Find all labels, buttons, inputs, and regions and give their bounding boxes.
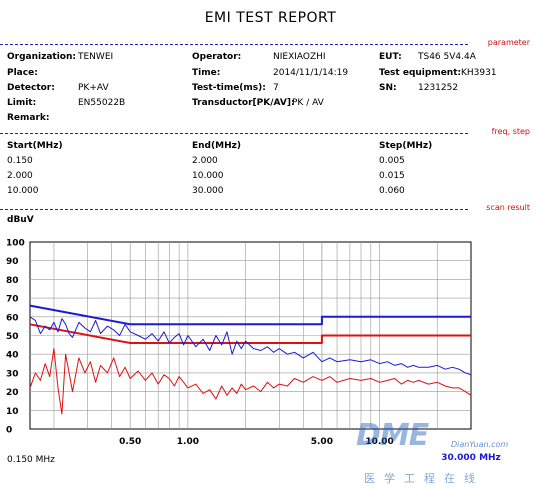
freq-step-header: Step(MHz) — [379, 141, 433, 151]
y-tick-label: 30 — [6, 369, 19, 379]
freq-end-header: End(MHz) — [192, 141, 241, 151]
y-tick-label: 10 — [6, 407, 19, 417]
section-parameter-header: parameter — [0, 38, 530, 49]
transductor-value: PK / AV — [292, 98, 324, 108]
detector-label: Detector: — [7, 83, 55, 93]
x-end-label: 30.000 MHz — [441, 453, 501, 463]
x-tick-label: 1.00 — [177, 437, 199, 447]
x-tick-label: 5.00 — [311, 437, 333, 447]
eut-label: EUT: — [379, 52, 402, 62]
watermark-tagline: 医学工程在线 — [364, 472, 484, 485]
detector-value: PK+AV — [78, 83, 109, 93]
trace-av — [29, 348, 472, 415]
organization-label: Organization: — [7, 52, 76, 62]
remark-label: Remark: — [7, 113, 50, 123]
y-tick-label: 0 — [6, 426, 12, 436]
sn-label: SN: — [379, 83, 397, 93]
section-scan-result-header: scan result — [0, 203, 530, 214]
y-tick-label: 90 — [6, 257, 19, 267]
freq-row-start: 2.000 — [7, 171, 33, 181]
watermark-logo: DME — [356, 418, 429, 453]
freq-row-start: 10.000 — [7, 186, 39, 196]
y-tick-label: 50 — [6, 332, 19, 342]
test-equipment-value: KH3931 — [461, 68, 497, 78]
freq-row-step: 0.015 — [379, 171, 405, 181]
eut-value: TS46 5V4.4A — [418, 52, 476, 62]
report-title: EMI TEST REPORT — [204, 10, 337, 26]
y-tick-label: 80 — [6, 276, 19, 286]
section-freq-step-header: freq, step — [0, 127, 530, 138]
sn-value: 1231252 — [418, 83, 459, 93]
test-time-label: Test-time(ms): — [192, 83, 266, 93]
section-freq-step-label: freq, step — [491, 127, 530, 136]
test-time-value: 7 — [273, 83, 279, 93]
y-tick-label: 70 — [6, 295, 19, 305]
operator-value: NIEXIAOZHI — [273, 52, 326, 62]
trace-pk — [29, 316, 472, 376]
freq-start-header: Start(MHz) — [7, 141, 63, 151]
operator-label: Operator: — [192, 52, 242, 62]
x-tick-label: 10.00 — [365, 437, 393, 447]
freq-row-step: 0.005 — [379, 156, 405, 166]
x-tick-label: 0.50 — [119, 437, 141, 447]
place-label: Place: — [7, 68, 38, 78]
freq-row-end: 10.000 — [192, 171, 224, 181]
y-tick-label: 20 — [6, 388, 19, 398]
limit-value: EN55022B — [78, 98, 126, 108]
y-axis-label: dBuV — [7, 215, 34, 225]
section-divider — [0, 209, 468, 210]
time-label: Time: — [192, 68, 221, 78]
limit-label: Limit: — [7, 98, 37, 108]
test-equipment-label: Test equipment: — [379, 68, 462, 78]
x-start-label: 0.150 MHz — [7, 455, 55, 465]
section-divider — [0, 44, 468, 45]
section-parameter-label: parameter — [487, 38, 530, 47]
time-value: 2014/11/1/14:19 — [273, 68, 349, 78]
y-tick-label: 40 — [6, 351, 19, 361]
freq-row-end: 2.000 — [192, 156, 218, 166]
freq-row-start: 0.150 — [7, 156, 33, 166]
freq-row-step: 0.060 — [379, 186, 405, 196]
watermark-site: DianYuan.com — [451, 440, 509, 449]
y-tick-label: 100 — [6, 239, 25, 249]
transductor-label: Transductor[PK/AV]: — [192, 98, 295, 108]
limit-line-av — [29, 323, 471, 344]
limit-line-pk — [29, 304, 471, 326]
y-tick-label: 60 — [6, 313, 19, 323]
section-scan-result-label: scan result — [486, 203, 530, 212]
organization-value: TENWEI — [78, 52, 114, 62]
freq-row-end: 30.000 — [192, 186, 224, 196]
section-divider — [0, 133, 468, 134]
